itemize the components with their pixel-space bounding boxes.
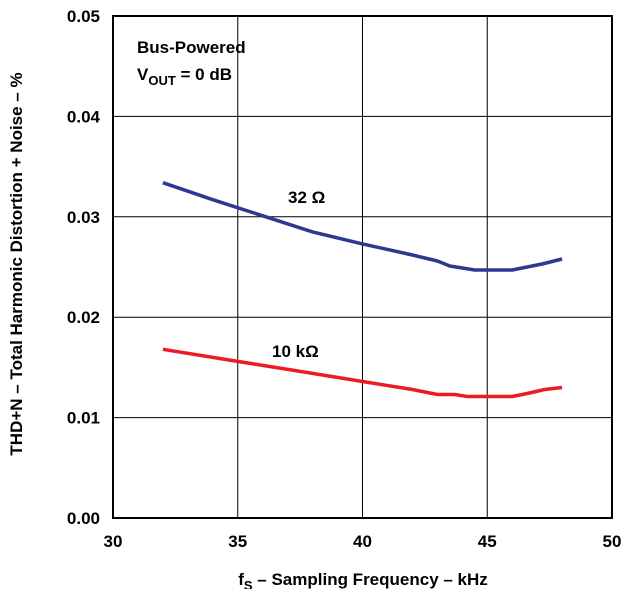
series-label-32ohm: 32 Ω [288, 188, 325, 207]
annotation-vout: VOUT = 0 dB [137, 65, 232, 88]
x-axis-label: fS – Sampling Frequency – kHz [238, 570, 488, 589]
series-layer [162, 181, 563, 399]
series-label-10kohm: 10 kΩ [272, 342, 319, 361]
x-tick-labels: 30 35 40 45 50 [104, 532, 622, 551]
series-line-10kohm [162, 347, 563, 399]
x-axis-label-sub: S [244, 578, 253, 589]
y-tick-label: 0.05 [67, 7, 100, 26]
y-axis-label: THD+N – Total Harmonic Distortion + Nois… [7, 72, 26, 455]
annotation-vout-sub: OUT [148, 73, 176, 88]
y-tick-label: 0.03 [67, 208, 100, 227]
y-tick-label: 0.01 [67, 409, 100, 428]
annotation-bus-powered: Bus-Powered [137, 38, 246, 57]
x-tick-label: 50 [603, 532, 622, 551]
series-line-32ohm [162, 181, 563, 272]
x-tick-label: 40 [353, 532, 372, 551]
x-axis-label-main: f [238, 570, 244, 589]
annotation-vout-main: V [137, 65, 149, 84]
grid [113, 16, 612, 518]
annotation-vout-rest: = 0 dB [176, 65, 232, 84]
plot-frame [112, 15, 613, 519]
x-tick-label: 45 [478, 532, 497, 551]
x-tick-label: 30 [104, 532, 123, 551]
x-tick-label: 35 [228, 532, 247, 551]
y-tick-label: 0.04 [67, 107, 101, 126]
y-tick-label: 0.00 [67, 509, 100, 528]
x-axis-label-rest: – Sampling Frequency – kHz [253, 570, 488, 589]
y-tick-label: 0.02 [67, 308, 100, 327]
y-tick-labels: 0.00 0.01 0.02 0.03 0.04 0.05 [67, 7, 101, 528]
